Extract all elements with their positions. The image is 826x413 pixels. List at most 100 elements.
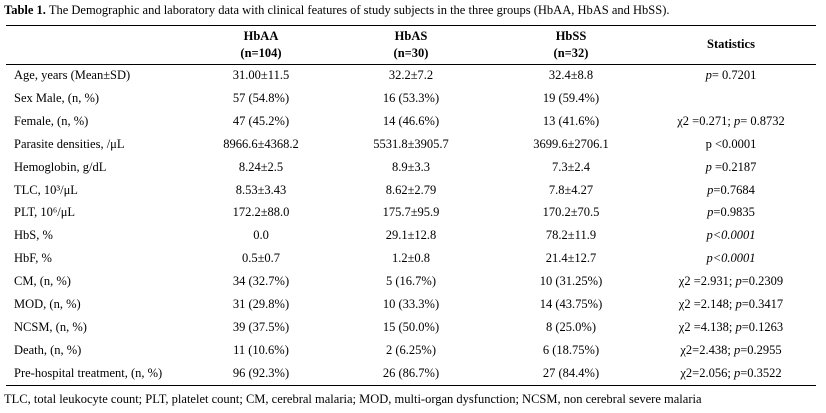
- cell-hbss: 21.4±12.7: [545, 251, 597, 266]
- table-row: Sex Male, (n, %) 57 (54.8%) 16 (53.3%) 19 (…: [6, 88, 816, 109]
- cell-label: Hemoglobin, g/dL: [14, 159, 107, 174]
- cell-hbas: 14 (46.6%): [382, 113, 440, 128]
- cell-hbss: 19 (59.4%): [542, 90, 600, 105]
- header-hbss-name: HbSS: [555, 29, 587, 43]
- table-row: Age, years (Mean±SD) 31.00±11.5 32.2±7.2 32…: [6, 65, 816, 86]
- cell-stat: p=0.7684: [707, 182, 755, 197]
- cell-hbas: 175.7±95.9: [382, 205, 440, 220]
- cell-label: Sex Male, (n, %): [14, 90, 100, 105]
- cell-hbaa: 0.5±0.7: [241, 251, 281, 266]
- cell-hbas: 5 (16.7%): [386, 274, 436, 289]
- header-hbas-name: HbAS: [394, 29, 428, 43]
- cell-hbaa: 8.53±3.43: [235, 182, 287, 197]
- table-row: Parasite densities, /μL 8966.6±4368.2 5531…: [6, 134, 816, 155]
- table-row: Hemoglobin, g/dL 8.24±2.5 8.9±3.3 7.3±2.4 p …: [6, 157, 816, 178]
- cell-hbaa: 11 (10.6%): [233, 342, 289, 357]
- cell-hbss: 14 (43.75%): [539, 297, 603, 311]
- cell-hbaa: 47 (45.2%): [232, 113, 290, 128]
- cell-hbss: 3699.6±2706.1: [533, 136, 609, 151]
- cell-stat: p=0.9835: [707, 205, 755, 220]
- cell-label: HbF, %: [14, 251, 52, 266]
- cell-hbaa: 39 (37.5%): [232, 319, 290, 334]
- cell-label: CM, (n, %): [14, 274, 71, 289]
- cell-stat: χ2=2.438; p=0.2955: [680, 342, 782, 357]
- cell-hbaa: 172.2±88.0: [232, 205, 290, 220]
- cell-label: MOD, (n, %): [14, 297, 81, 311]
- cell-hbaa: 8966.6±4368.2: [223, 136, 299, 151]
- cell-hbss: 10 (31.25%): [539, 274, 603, 289]
- cell-hbss: 170.2±70.5: [542, 205, 600, 220]
- cell-hbas: 15 (50.0%): [382, 319, 440, 334]
- cell-stat: p =0.2187: [705, 159, 757, 174]
- table-row: TLC, 10³/μL 8.53±3.43 8.62±2.79 7.8±4.27 p=0…: [6, 180, 816, 201]
- cell-hbas: 5531.8±3905.7: [373, 136, 449, 151]
- cell-hbas: 32.2±7.2: [388, 68, 434, 82]
- table-footnote: TLC, total leukocyte count; PLT, platele…: [4, 392, 702, 406]
- header-statistics-name: Statistics: [707, 37, 755, 51]
- cell-hbaa: 31.00±11.5: [232, 68, 290, 82]
- cell-hbaa: 96 (92.3%): [232, 365, 290, 380]
- cell-label: Age, years (Mean±SD): [14, 68, 131, 82]
- cell-stat: p<0.0001: [706, 228, 756, 243]
- header-row: HbAA (n=104) HbAS (n=30) HbSS (n=32) Sta…: [6, 28, 816, 64]
- table-row: CM, (n, %) 34 (32.7%) 5 (16.7%) 10 (31.25%)…: [6, 271, 816, 292]
- cell-stat: p= 0.7201: [705, 68, 757, 82]
- cell-hbss: 8 (25.0%): [546, 319, 596, 334]
- cell-hbaa: 8.24±2.5: [238, 159, 284, 174]
- cell-label: Parasite densities, /μL: [14, 136, 125, 151]
- header-hbaa-name: HbAA: [243, 29, 279, 43]
- top-rule: [6, 25, 816, 26]
- cell-label: HbS, %: [14, 228, 53, 243]
- cell-hbss: 27 (84.4%): [542, 365, 600, 380]
- header-hbaa-n: (n=104): [240, 46, 282, 60]
- header-hbas-n: (n=30): [393, 46, 429, 60]
- table-row: HbF, % 0.5±0.7 1.2±0.8 21.4±12.7 p<0.0001: [6, 248, 816, 269]
- header-hbss-n: (n=32): [553, 46, 589, 60]
- cell-label: Female, (n, %): [14, 113, 89, 128]
- cell-hbas: 16 (53.3%): [382, 90, 440, 105]
- caption-text: The Demographic and laboratory data with…: [45, 3, 670, 17]
- cell-hbss: 7.8±4.27: [548, 182, 594, 197]
- header-hbss: HbSS (n=32): [496, 28, 646, 62]
- cell-label: Pre-hospital treatment, (n, %): [14, 365, 163, 380]
- table-row: Death, (n, %) 11 (10.6%) 2 (6.25%) 6 (18.75…: [6, 340, 816, 361]
- table-row: Female, (n, %) 47 (45.2%) 14 (46.6%) 13 (41…: [6, 111, 816, 132]
- cell-hbas: 2 (6.25%): [386, 342, 436, 357]
- cell-hbas: 10 (33.3%): [382, 297, 440, 311]
- cell-hbaa: 0.0: [253, 228, 269, 243]
- cell-hbss: 7.3±2.4: [551, 159, 591, 174]
- cell-label: PLT, 10⁶/μL: [14, 205, 76, 220]
- cell-hbas: 8.62±2.79: [385, 182, 437, 197]
- header-hbas: HbAS (n=30): [336, 28, 486, 62]
- header-hbaa: HbAA (n=104): [186, 28, 336, 62]
- cell-hbss: 32.4±8.8: [548, 68, 594, 82]
- cell-stat: p<0.0001: [706, 251, 756, 266]
- cell-hbaa: 31 (29.8%): [232, 297, 290, 311]
- table-row: NCSM, (n, %) 39 (37.5%) 15 (50.0%) 8 (25.0%…: [6, 317, 816, 338]
- cell-hbss: 78.2±11.9: [545, 228, 597, 243]
- header-rule: [6, 64, 816, 65]
- cell-hbas: 26 (86.7%): [382, 365, 440, 380]
- table-row: Pre-hospital treatment, (n, %) 96 (92.3%)…: [6, 363, 816, 384]
- cell-label: TLC, 10³/μL: [14, 182, 78, 197]
- header-statistics: Statistics: [646, 36, 816, 53]
- cell-stat: p <0.0001: [705, 136, 757, 151]
- cell-hbas: 1.2±0.8: [391, 251, 431, 266]
- cell-hbss: 13 (41.6%): [542, 113, 600, 128]
- table-caption: Table 1. The Demographic and laboratory …: [4, 3, 670, 18]
- table-row: PLT, 10⁶/μL 172.2±88.0 175.7±95.9 170.2±70.…: [6, 202, 816, 223]
- cell-label: Death, (n, %): [14, 342, 82, 357]
- cell-stat: χ2=2.056; p=0.3522: [680, 365, 782, 380]
- cell-stat: χ2 =2.148; p=0.3417: [678, 297, 784, 311]
- cell-label: NCSM, (n, %): [14, 319, 87, 334]
- cell-stat: χ2 =4.138; p=0.1263: [678, 319, 784, 334]
- table-row: MOD, (n, %) 31 (29.8%) 10 (33.3%) 14 (43.75…: [6, 294, 816, 315]
- bottom-rule: [6, 385, 816, 386]
- cell-hbaa: 34 (32.7%): [232, 274, 290, 289]
- cell-hbss: 6 (18.75%): [542, 342, 600, 357]
- cell-stat: χ2 =2.931; p=0.2309: [678, 274, 784, 289]
- caption-label: Table 1.: [4, 3, 46, 17]
- cell-hbas: 8.9±3.3: [391, 159, 431, 174]
- cell-stat: χ2 =0.271; p= 0.8732: [677, 113, 785, 128]
- cell-hbas: 29.1±12.8: [385, 228, 437, 243]
